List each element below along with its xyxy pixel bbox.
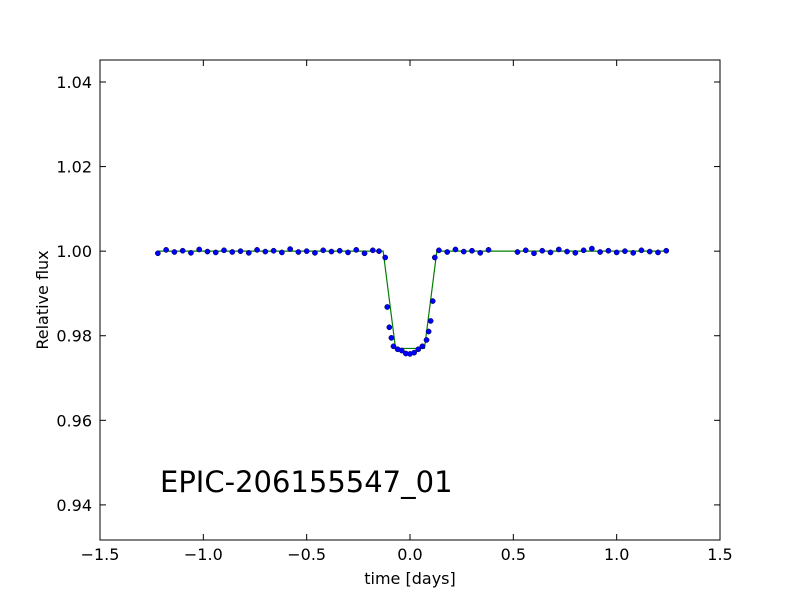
data-point	[531, 250, 537, 257]
data-point	[580, 247, 587, 254]
x-tick-label: −1.5	[81, 545, 120, 564]
data-point	[245, 249, 252, 256]
data-point	[204, 248, 211, 255]
data-point	[328, 248, 335, 255]
data-point	[477, 249, 484, 256]
data-point	[663, 247, 670, 254]
data-point	[382, 254, 389, 261]
data-point	[630, 249, 637, 256]
y-axis-label: Relative flux	[33, 250, 52, 349]
data-point	[279, 249, 285, 256]
data-point	[287, 246, 293, 252]
data-point	[303, 248, 310, 255]
data-point	[270, 247, 277, 254]
data-point	[605, 247, 612, 254]
data-point	[589, 245, 595, 252]
data-point	[539, 247, 546, 254]
data-point	[237, 248, 244, 255]
x-tick-label: −1.0	[184, 545, 223, 564]
data-point	[361, 250, 368, 257]
annotation: EPIC-206155547_01	[160, 465, 453, 499]
x-tick-label: 1.5	[707, 545, 732, 564]
data-point	[386, 324, 393, 331]
data-point	[444, 249, 451, 255]
data-point	[398, 347, 405, 354]
data-point	[212, 249, 219, 256]
y-tick-label: 1.02	[56, 158, 92, 177]
data-point	[638, 247, 645, 254]
data-point	[369, 247, 376, 254]
data-point	[514, 249, 521, 255]
y-tick-label: 1.00	[56, 242, 92, 261]
data-point	[547, 249, 554, 256]
data-point	[622, 248, 628, 255]
data-point	[419, 343, 426, 350]
data-point	[522, 247, 529, 254]
y-tick-label: 0.98	[56, 327, 92, 346]
data-point	[646, 248, 653, 255]
data-point	[320, 247, 327, 254]
y-tick-label: 0.94	[56, 496, 92, 515]
data-point	[179, 247, 186, 254]
y-tick-label: 1.04	[56, 73, 92, 92]
data-point	[336, 247, 343, 254]
data-point	[436, 247, 442, 254]
data-point	[155, 250, 161, 257]
data-point	[221, 247, 227, 254]
data-point	[229, 249, 236, 255]
data-point	[188, 249, 194, 256]
data-point	[469, 247, 475, 254]
data-point	[353, 247, 360, 253]
data-point	[564, 248, 570, 255]
x-tick-label: 0.5	[501, 545, 526, 564]
data-point	[171, 249, 178, 255]
x-tick-label: 1.0	[604, 545, 629, 564]
data-point	[423, 337, 430, 343]
data-point	[572, 249, 579, 256]
data-point	[254, 247, 260, 253]
data-point	[452, 246, 459, 253]
data-point	[345, 249, 351, 256]
data-point	[415, 346, 422, 353]
data-point	[388, 335, 395, 341]
data-point	[411, 349, 417, 356]
data-point	[163, 247, 169, 253]
plot-frame	[99, 59, 721, 541]
data-point	[390, 343, 397, 350]
data-point	[431, 254, 438, 261]
data-point	[312, 249, 318, 256]
data-point	[597, 249, 603, 255]
data-point	[555, 246, 562, 253]
x-tick-label: 0.0	[397, 545, 422, 564]
data-point	[429, 298, 436, 304]
data-point	[460, 248, 467, 255]
y-tick-label: 0.96	[56, 411, 92, 430]
data-point	[655, 249, 661, 256]
data-point	[425, 328, 432, 335]
data-point	[613, 249, 620, 256]
x-tick-label: −0.5	[287, 545, 326, 564]
data-point	[376, 248, 382, 255]
data-point	[485, 247, 492, 253]
data-point	[384, 304, 391, 310]
data-point	[427, 318, 434, 324]
data-point	[295, 249, 302, 255]
data-point	[196, 246, 203, 253]
x-axis-label: time [days]	[364, 569, 455, 588]
data-point	[262, 248, 269, 255]
